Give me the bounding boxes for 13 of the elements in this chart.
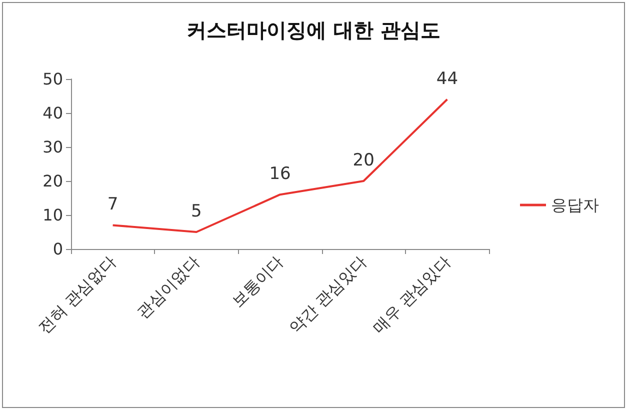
data-label: 16 [269, 164, 291, 184]
y-tick-label: 30 [42, 138, 63, 156]
y-tick-label: 10 [42, 206, 63, 224]
chart-title: 커스터마이징에 대한 관심도 [186, 18, 440, 42]
y-tick-label: 50 [42, 70, 63, 88]
data-label: 20 [352, 150, 374, 170]
y-tick-label: 0 [52, 240, 63, 258]
y-tick-label: 40 [42, 104, 63, 122]
data-label: 7 [107, 194, 118, 215]
data-label: 5 [190, 202, 202, 222]
legend-label: 응답자 [551, 196, 599, 214]
data-label: 44 [436, 68, 458, 89]
y-tick-label: 20 [42, 172, 63, 190]
